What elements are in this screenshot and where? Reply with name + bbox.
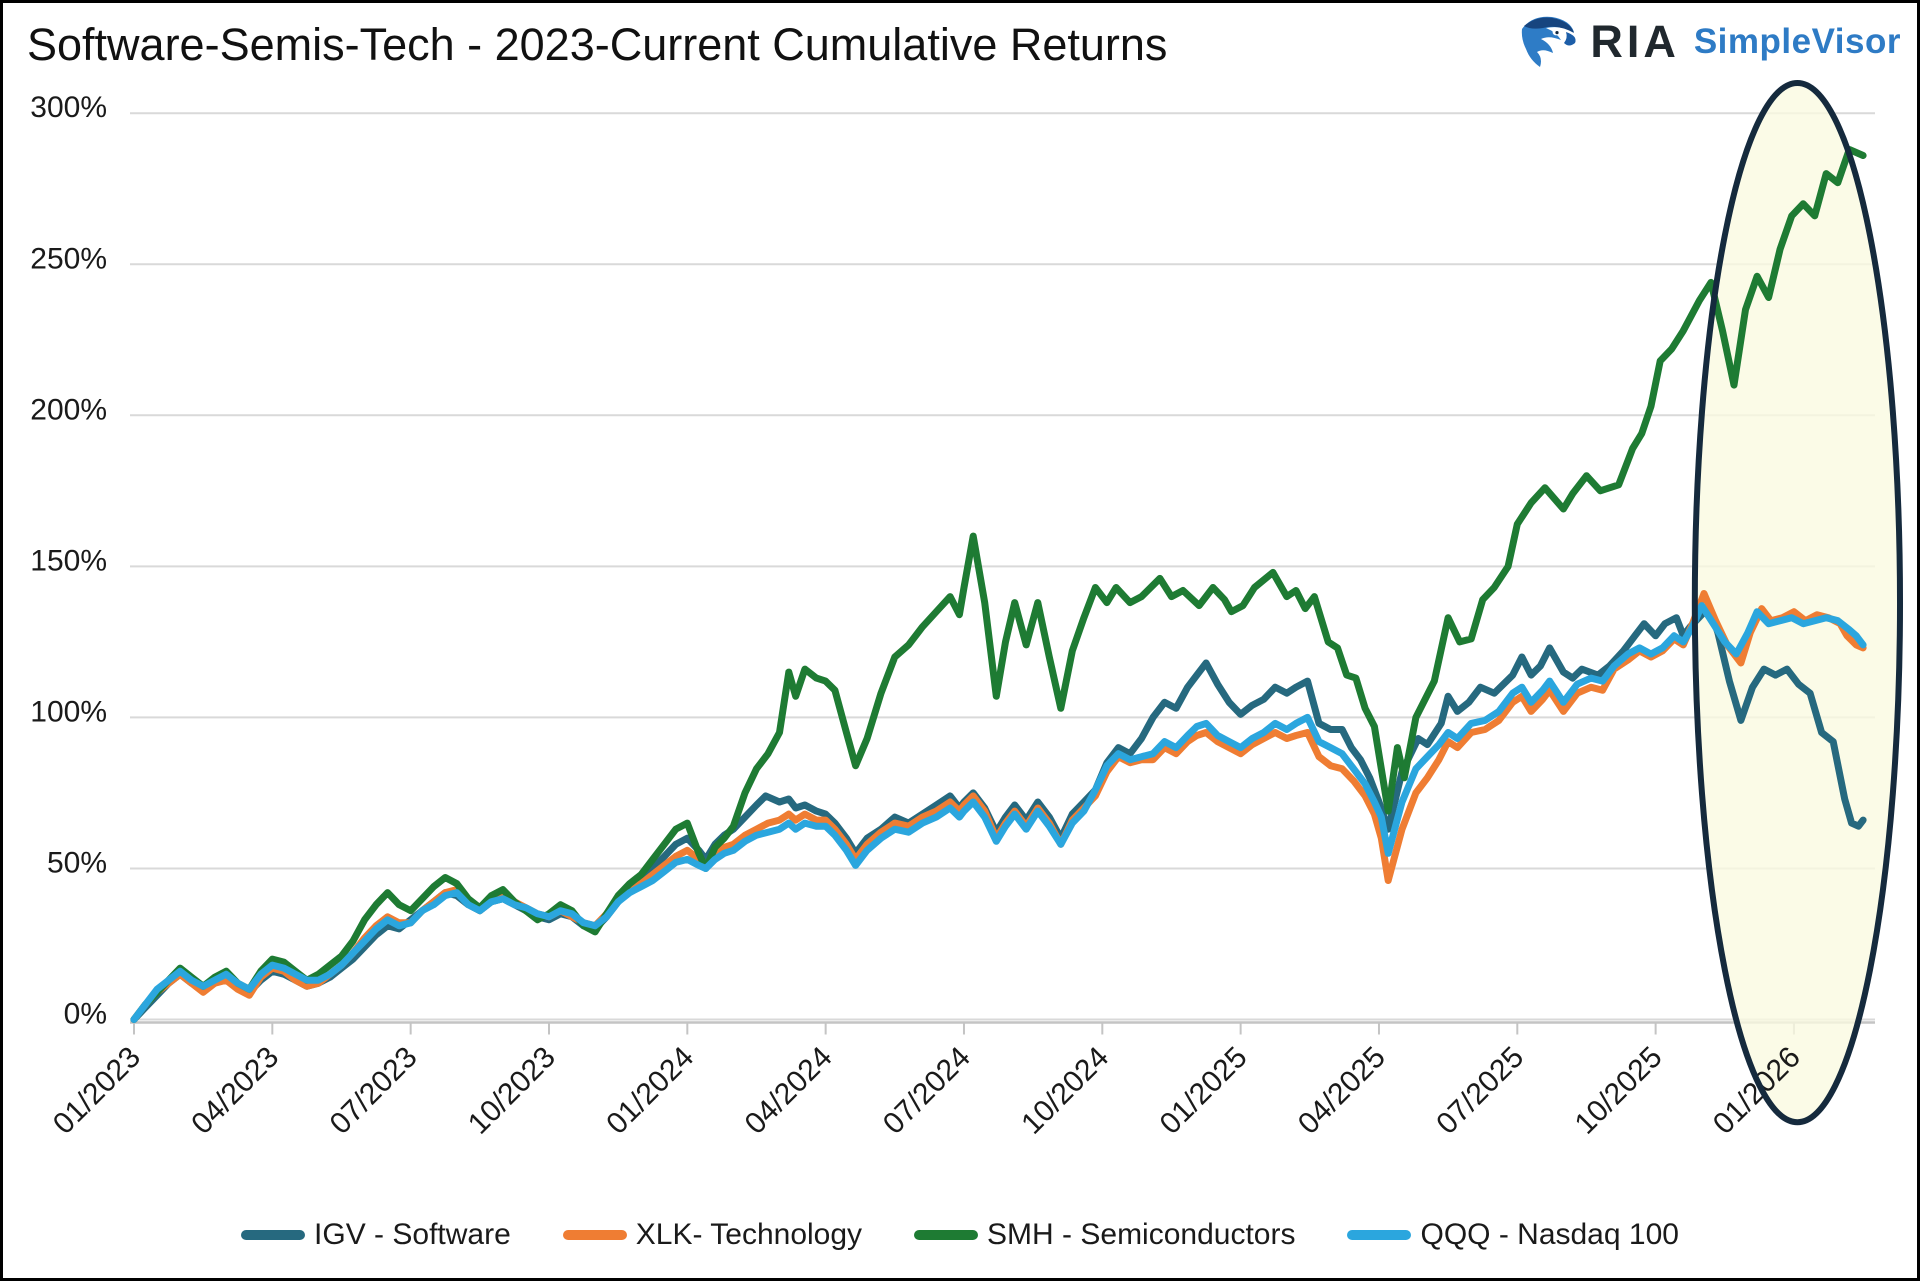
legend-label: IGV - Software (314, 1218, 511, 1251)
x-tick-label: 10/2024 (1015, 1041, 1115, 1141)
x-tick-label: 10/2025 (1569, 1041, 1669, 1141)
series-line-smh (130, 146, 1867, 1023)
ria-simplevisor-logo: RIA SimpleVisor (1516, 13, 1901, 71)
chart-legend: IGV - Software XLK- Technology SMH - Semic… (3, 1218, 1917, 1252)
x-tick-label: 07/2025 (1430, 1041, 1530, 1141)
series-line-xlk- (130, 590, 1867, 1023)
legend-label: SMH - Semiconductors (987, 1218, 1296, 1251)
y-tick-label: 300% (30, 91, 107, 124)
legend-swatch (914, 1230, 979, 1240)
legend-item-qqq: QQQ - Nasdaq 100 (1347, 1218, 1679, 1252)
legend-swatch (1347, 1230, 1412, 1240)
x-tick-label: 01/2023 (47, 1041, 147, 1141)
x-tick-label: 07/2024 (877, 1041, 977, 1141)
legend-item-smh: SMH - Semiconductors (914, 1218, 1295, 1252)
x-tick-label: 01/2024 (600, 1041, 700, 1141)
legend-swatch (562, 1230, 627, 1240)
highlight-ellipse-fill (1694, 82, 1901, 1123)
y-tick-label: 100% (30, 695, 107, 728)
highlight-ellipse-outline (1691, 79, 1904, 1126)
logo-text-ria: RIA (1590, 16, 1680, 67)
y-tick-label: 50% (47, 846, 107, 879)
y-tick-label: 0% (64, 998, 107, 1031)
legend-item-xlk-: XLK- Technology (562, 1218, 863, 1252)
ria-eagle-icon (1522, 16, 1576, 67)
x-tick-label: 04/2025 (1292, 1041, 1392, 1141)
y-tick-label: 250% (30, 242, 107, 275)
x-tick-label: 07/2023 (324, 1041, 424, 1141)
legend-item-igv: IGV - Software (241, 1218, 511, 1252)
x-tick-label: 04/2024 (739, 1041, 839, 1141)
series-line-qqq (130, 602, 1867, 1023)
logo-text-simplevisor: SimpleVisor (1693, 22, 1901, 61)
legend-label: QQQ - Nasdaq 100 (1420, 1218, 1679, 1251)
y-tick-label: 200% (30, 393, 107, 426)
y-tick-label: 150% (30, 544, 107, 577)
legend-label: XLK- Technology (635, 1218, 863, 1251)
legend-swatch (241, 1230, 306, 1240)
x-tick-label: 04/2023 (185, 1041, 285, 1141)
cumulative-returns-line-chart: 0% 50% 100% 150% 200% 250% 300% 01/2023 04/2023 0… (30, 79, 1904, 1141)
x-tick-label: 01/2025 (1154, 1041, 1254, 1141)
chart-title: Software-Semis-Tech - 2023-Current Cumul… (27, 19, 1168, 70)
x-tick-label: 10/2023 (462, 1041, 562, 1141)
